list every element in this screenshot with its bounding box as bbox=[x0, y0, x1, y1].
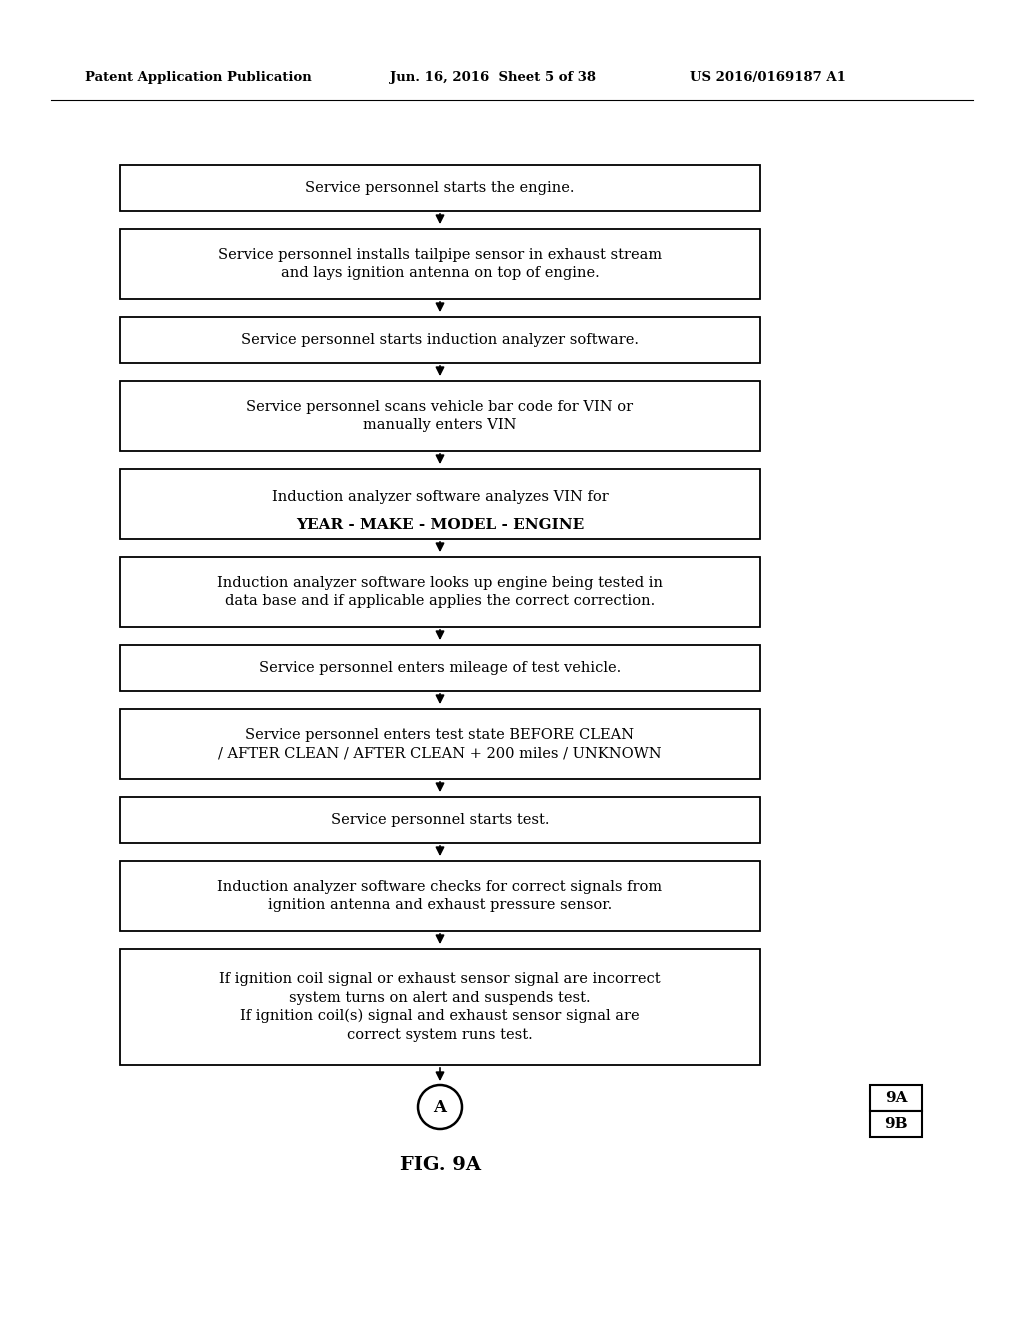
Bar bbox=[120, 645, 760, 690]
Bar bbox=[120, 797, 760, 843]
Text: Induction analyzer software looks up engine being tested in
data base and if app: Induction analyzer software looks up eng… bbox=[217, 576, 663, 609]
Text: Service personnel scans vehicle bar code for VIN or
manually enters VIN: Service personnel scans vehicle bar code… bbox=[247, 400, 634, 432]
Bar bbox=[120, 228, 760, 300]
Bar bbox=[120, 469, 760, 539]
Text: Patent Application Publication: Patent Application Publication bbox=[85, 71, 311, 84]
Bar bbox=[120, 949, 760, 1065]
Text: Jun. 16, 2016  Sheet 5 of 38: Jun. 16, 2016 Sheet 5 of 38 bbox=[390, 71, 596, 84]
Text: 9B: 9B bbox=[884, 1117, 908, 1131]
Text: Induction analyzer software checks for correct signals from
ignition antenna and: Induction analyzer software checks for c… bbox=[217, 880, 663, 912]
Bar bbox=[120, 557, 760, 627]
Bar bbox=[870, 1111, 922, 1137]
Text: FIG. 9A: FIG. 9A bbox=[399, 1156, 480, 1173]
Bar bbox=[120, 317, 760, 363]
Text: Induction analyzer software analyzes VIN for: Induction analyzer software analyzes VIN… bbox=[271, 490, 608, 504]
Text: If ignition coil signal or exhaust sensor signal are incorrect
system turns on a: If ignition coil signal or exhaust senso… bbox=[219, 972, 660, 1041]
Text: Service personnel enters mileage of test vehicle.: Service personnel enters mileage of test… bbox=[259, 661, 622, 675]
Bar bbox=[120, 709, 760, 779]
Text: Service personnel starts test.: Service personnel starts test. bbox=[331, 813, 549, 828]
Text: Service personnel starts the engine.: Service personnel starts the engine. bbox=[305, 181, 574, 195]
Text: YEAR - MAKE - MODEL - ENGINE: YEAR - MAKE - MODEL - ENGINE bbox=[296, 517, 584, 532]
Bar bbox=[120, 861, 760, 931]
Bar bbox=[120, 165, 760, 211]
Bar bbox=[120, 381, 760, 451]
Text: 9A: 9A bbox=[885, 1092, 907, 1105]
Text: US 2016/0169187 A1: US 2016/0169187 A1 bbox=[690, 71, 846, 84]
Text: Service personnel enters test state BEFORE CLEAN
/ AFTER CLEAN / AFTER CLEAN + 2: Service personnel enters test state BEFO… bbox=[218, 727, 662, 760]
Text: Service personnel starts induction analyzer software.: Service personnel starts induction analy… bbox=[241, 333, 639, 347]
Text: A: A bbox=[433, 1098, 446, 1115]
Text: Service personnel installs tailpipe sensor in exhaust stream
and lays ignition a: Service personnel installs tailpipe sens… bbox=[218, 248, 663, 280]
Bar bbox=[870, 1085, 922, 1111]
